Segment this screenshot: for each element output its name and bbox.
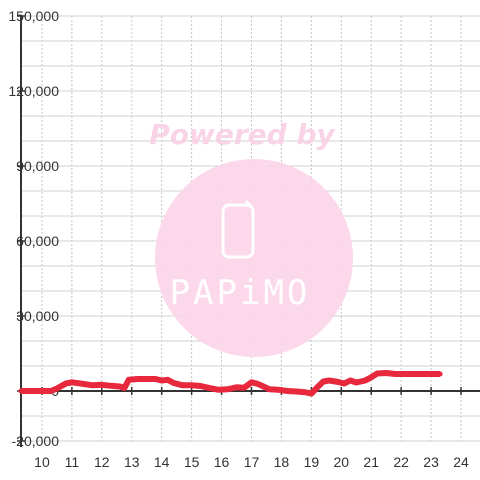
data-point	[241, 385, 247, 391]
data-point	[320, 379, 326, 384]
data-point	[428, 371, 434, 377]
data-point	[207, 385, 213, 391]
data-point	[54, 386, 60, 391]
x-tick-label: 19	[304, 454, 320, 470]
x-tick-label: 14	[154, 454, 170, 470]
data-point	[18, 388, 24, 394]
data-point	[189, 382, 195, 388]
data-point	[261, 384, 266, 389]
data-point	[275, 387, 281, 393]
data-point	[266, 386, 272, 392]
x-tick-label: 13	[124, 454, 140, 470]
data-point	[198, 383, 204, 389]
data-point	[234, 384, 239, 390]
data-point	[419, 371, 425, 377]
y-tick-label: 90,000	[16, 158, 59, 174]
data-point	[216, 387, 222, 393]
watermark-powered-by-text: Powered by	[149, 118, 336, 151]
data-point	[90, 382, 96, 388]
data-point	[63, 381, 69, 386]
data-point	[362, 378, 368, 383]
data-point	[314, 384, 320, 390]
x-tick-label: 11	[65, 454, 80, 470]
watermark-brand-text: PAPiMO	[170, 273, 311, 313]
y-tick-label: 60,000	[16, 233, 59, 249]
data-point	[48, 388, 54, 394]
data-point	[81, 381, 87, 387]
y-tick-label: 30,000	[16, 308, 59, 324]
x-tick-label: 20	[333, 454, 349, 470]
data-point	[410, 371, 416, 377]
data-point	[383, 370, 389, 376]
data-point	[302, 389, 308, 395]
data-point	[171, 380, 177, 386]
data-point	[347, 378, 353, 383]
data-point	[225, 386, 230, 392]
x-axis-ticks: 10 11 12 13 14 15 16 17 18 19 20 21 22 23 24	[34, 387, 469, 470]
data-point	[392, 371, 398, 377]
data-point	[335, 379, 341, 385]
data-point	[153, 376, 159, 382]
phone-icon	[221, 199, 255, 259]
x-tick-label: 15	[184, 454, 200, 470]
x-tick-label: 22	[393, 454, 409, 470]
y-tick-label: -20,000	[12, 433, 60, 449]
data-point	[159, 378, 165, 383]
data-point	[249, 379, 254, 385]
data-point	[437, 371, 443, 377]
data-point	[69, 379, 75, 385]
data-point	[341, 381, 347, 386]
x-tick-label: 18	[274, 454, 290, 470]
data-point	[308, 391, 314, 396]
x-tick-label: 21	[363, 454, 379, 470]
series-group	[18, 370, 443, 397]
data-point	[135, 376, 141, 382]
x-tick-label: 23	[423, 454, 439, 470]
data-point	[284, 388, 290, 394]
data-point	[39, 388, 45, 394]
x-tick-label: 24	[453, 454, 469, 470]
data-point	[108, 383, 114, 389]
watermark: Powered by PAPiMO	[149, 118, 353, 357]
data-point	[368, 374, 374, 380]
x-tick-label: 17	[244, 454, 260, 470]
data-point	[165, 377, 171, 383]
data-point	[121, 385, 127, 391]
y-tick-label: 150,000	[8, 8, 59, 24]
data-point	[374, 371, 380, 376]
data-point	[180, 382, 186, 388]
watermark-circle	[155, 159, 353, 357]
data-point	[126, 377, 132, 383]
data-point	[99, 382, 105, 388]
data-point	[144, 376, 150, 382]
y-tick-label: 120,000	[8, 83, 59, 99]
x-tick-label: 12	[94, 454, 110, 470]
data-point	[353, 380, 359, 385]
data-point	[401, 371, 407, 377]
data-point	[293, 389, 299, 394]
data-point	[255, 381, 260, 387]
data-point	[117, 384, 123, 389]
data-point	[326, 378, 332, 383]
x-tick-label: 10	[34, 454, 50, 470]
x-tick-label: 16	[214, 454, 230, 470]
